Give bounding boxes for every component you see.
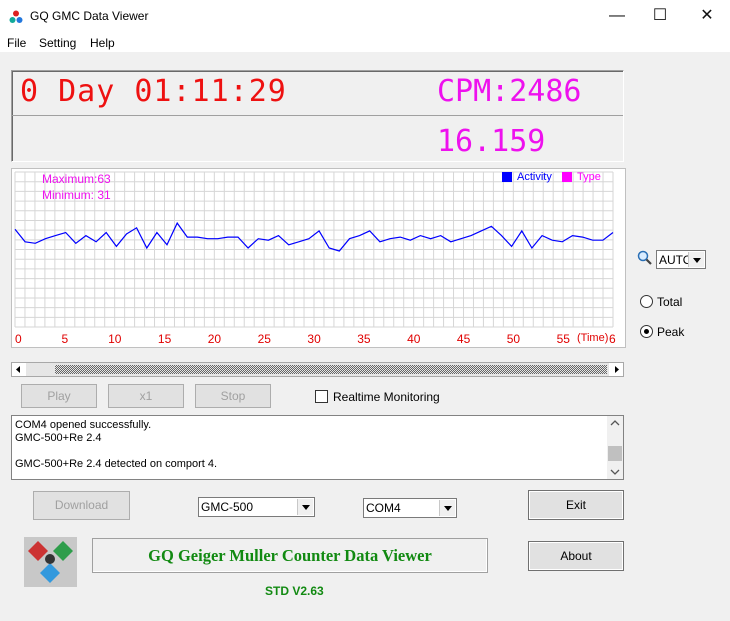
log-line bbox=[15, 445, 217, 458]
x-tick-label: 6 bbox=[609, 332, 616, 346]
cpm-readout: CPM:2486 bbox=[437, 74, 582, 109]
x-tick-label: 10 bbox=[108, 332, 122, 346]
speed-button[interactable]: x1 bbox=[108, 384, 184, 408]
chevron-down-icon bbox=[297, 499, 313, 515]
log-box[interactable] bbox=[11, 415, 624, 480]
elapsed-time: 0 Day 01:11:29 bbox=[20, 74, 287, 109]
stop-button[interactable]: Stop bbox=[195, 384, 271, 408]
chevron-down-icon bbox=[688, 252, 704, 267]
x-tick-label: 25 bbox=[257, 332, 271, 346]
title-bar bbox=[0, 0, 730, 34]
app-banner: GQ Geiger Muller Counter Data Viewer bbox=[92, 538, 488, 573]
maximize-button[interactable]: ☐ bbox=[652, 7, 668, 24]
dose-readout: 16.159 bbox=[437, 124, 546, 159]
app-icon bbox=[9, 10, 23, 23]
download-button[interactable]: Download bbox=[33, 491, 130, 520]
x-tick-label: 5 bbox=[61, 332, 69, 346]
about-button[interactable]: About bbox=[528, 541, 624, 571]
realtime-checkbox[interactable] bbox=[315, 390, 328, 403]
x-tick-label: 45 bbox=[456, 332, 471, 346]
scroll-track[interactable] bbox=[55, 365, 607, 374]
x-tick-label: 15 bbox=[157, 332, 172, 346]
gq-logo bbox=[24, 537, 77, 587]
chart-grid bbox=[14, 171, 614, 328]
play-button[interactable]: Play bbox=[21, 384, 97, 408]
close-button[interactable]: ✕ bbox=[700, 7, 714, 24]
chart-maximum: Maximum:63 bbox=[42, 172, 111, 186]
menu-help[interactable]: Help bbox=[90, 36, 115, 50]
menu-setting[interactable]: Setting bbox=[39, 36, 77, 50]
log-line: GMC-500+Re 2.4 detected on comport 4. bbox=[15, 458, 218, 470]
log-text: COM4 opened successfully. GMC-500+Re 2.4… bbox=[15, 419, 217, 471]
x-tick-label: 20 bbox=[207, 332, 222, 346]
log-line: GMC-500+Re 2.4 bbox=[15, 432, 102, 444]
menu-file[interactable]: File bbox=[7, 36, 27, 50]
display-divider bbox=[12, 115, 623, 116]
activity-chart bbox=[14, 171, 614, 328]
magnifier-icon bbox=[637, 250, 652, 265]
radio-peak-label: Peak bbox=[657, 325, 685, 339]
window-title: GQ GMC Data Viewer bbox=[30, 9, 149, 23]
x-tick-label: 30 bbox=[307, 332, 321, 346]
radio-peak[interactable] bbox=[640, 325, 653, 338]
series-line-activity bbox=[14, 221, 614, 252]
legend-label-type: Type bbox=[577, 171, 601, 183]
legend-label-activity: Activity bbox=[517, 171, 552, 183]
legend-swatch-activity bbox=[502, 172, 512, 182]
minimize-button[interactable]: — bbox=[609, 7, 625, 24]
x-tick-label: 40 bbox=[407, 332, 421, 346]
port-select[interactable]: COM4 bbox=[363, 498, 457, 518]
legend-swatch-type bbox=[562, 172, 572, 182]
radio-total[interactable] bbox=[640, 295, 653, 308]
chevron-down-icon bbox=[439, 500, 455, 516]
scroll-right-button[interactable] bbox=[609, 363, 623, 376]
chart-minimum: Minimum: 31 bbox=[42, 188, 111, 202]
x-tick-label: 50 bbox=[506, 332, 521, 346]
scroll-left-button[interactable] bbox=[12, 363, 26, 376]
x-tick-label: 55 bbox=[556, 332, 570, 346]
display-panel bbox=[11, 70, 624, 162]
x-axis-unit: (Time) bbox=[577, 332, 609, 344]
log-scrollbar[interactable] bbox=[607, 416, 623, 479]
x-tick-label: 35 bbox=[357, 332, 371, 346]
zoom-select[interactable]: AUTO bbox=[656, 250, 706, 269]
menu-bar bbox=[0, 34, 730, 52]
version-label: STD V2.63 bbox=[265, 584, 324, 598]
radio-total-label: Total bbox=[657, 295, 683, 309]
log-line: COM4 opened successfully. bbox=[15, 419, 152, 431]
exit-button[interactable]: Exit bbox=[528, 490, 624, 520]
device-select[interactable]: GMC-500 bbox=[198, 497, 315, 517]
realtime-label: Realtime Monitoring bbox=[333, 390, 440, 404]
x-tick-label: 0 bbox=[15, 332, 22, 346]
